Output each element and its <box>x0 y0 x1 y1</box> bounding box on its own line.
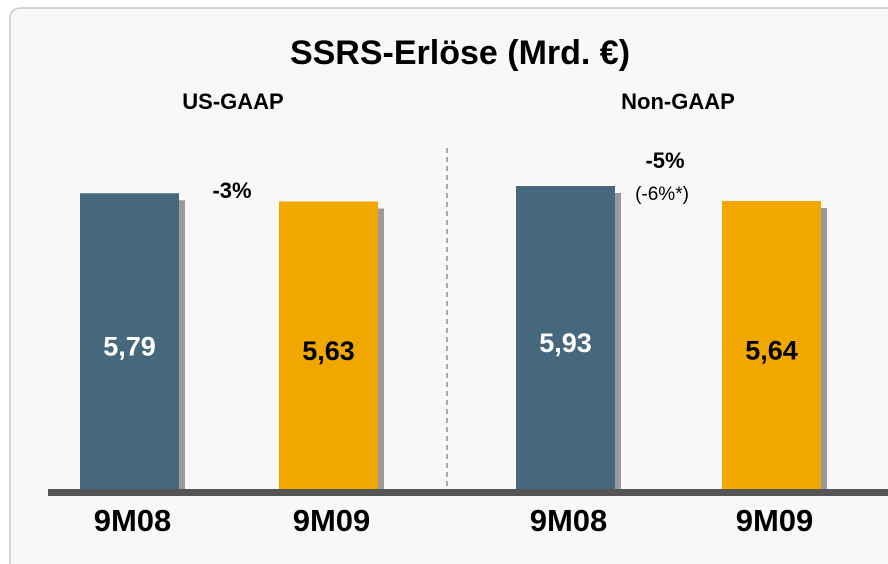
bar <box>722 200 821 492</box>
bar <box>516 186 615 492</box>
chart-title: SSRS-Erlöse (Mrd. €) <box>290 34 630 72</box>
subtitle: Non-GAAP <box>621 89 735 114</box>
x-tick-label: 9M09 <box>293 503 371 538</box>
baseline <box>48 489 888 496</box>
value-label: 5,64 <box>745 336 798 366</box>
subtitle: US-GAAP <box>182 89 283 114</box>
annotation: -3% <box>212 178 251 203</box>
value-label: 5,63 <box>302 336 355 366</box>
value-label: 5,93 <box>539 328 592 358</box>
x-tick-label: 9M08 <box>94 503 172 538</box>
bar <box>80 193 179 492</box>
x-tick-label: 9M09 <box>736 503 814 538</box>
value-label: 5,79 <box>103 332 156 362</box>
annotation: -5% <box>645 148 684 173</box>
panel-frame <box>9 7 888 564</box>
annotation: (-6%*) <box>635 184 689 205</box>
x-tick-label: 9M08 <box>530 503 608 538</box>
bar <box>279 201 378 492</box>
